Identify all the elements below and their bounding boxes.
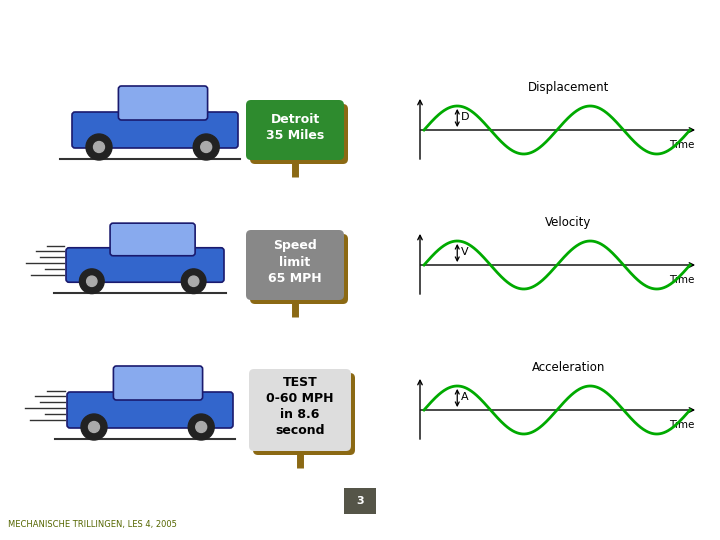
Circle shape bbox=[86, 134, 112, 160]
Circle shape bbox=[86, 276, 97, 286]
FancyBboxPatch shape bbox=[110, 223, 195, 256]
Text: MECHANISCHE TRILLINGEN, LES 4, 2005: MECHANISCHE TRILLINGEN, LES 4, 2005 bbox=[8, 519, 177, 529]
FancyBboxPatch shape bbox=[114, 366, 202, 400]
Text: A: A bbox=[462, 392, 469, 402]
Circle shape bbox=[193, 134, 219, 160]
FancyBboxPatch shape bbox=[66, 248, 224, 282]
FancyBboxPatch shape bbox=[250, 104, 348, 164]
Text: Time: Time bbox=[669, 140, 694, 150]
Text: 3: 3 bbox=[356, 496, 364, 506]
Circle shape bbox=[89, 422, 99, 433]
Circle shape bbox=[94, 141, 104, 152]
Circle shape bbox=[196, 422, 207, 433]
Circle shape bbox=[79, 269, 104, 294]
Text: Time: Time bbox=[669, 275, 694, 285]
Text: Acceleration: Acceleration bbox=[532, 361, 606, 374]
Circle shape bbox=[188, 414, 215, 440]
Circle shape bbox=[189, 276, 199, 286]
FancyBboxPatch shape bbox=[72, 112, 238, 148]
Circle shape bbox=[181, 269, 206, 294]
Text: Displacement, Velocity or Acceleration?: Displacement, Velocity or Acceleration? bbox=[18, 15, 642, 43]
Text: Velocity: Velocity bbox=[545, 216, 592, 229]
Text: D: D bbox=[462, 112, 469, 122]
Text: Vrije Universiteit Brussel: Vrije Universiteit Brussel bbox=[516, 517, 712, 531]
Text: Speed
limit
65 MPH: Speed limit 65 MPH bbox=[268, 240, 322, 285]
Text: Displacement: Displacement bbox=[528, 81, 609, 94]
FancyBboxPatch shape bbox=[250, 234, 348, 304]
Text: Detroit
35 Miles: Detroit 35 Miles bbox=[266, 113, 324, 142]
Text: Acoustics & Vibration Research Group: Acoustics & Vibration Research Group bbox=[519, 497, 712, 507]
FancyBboxPatch shape bbox=[246, 230, 344, 300]
FancyBboxPatch shape bbox=[344, 488, 376, 514]
Circle shape bbox=[201, 141, 212, 152]
FancyBboxPatch shape bbox=[246, 100, 344, 160]
FancyBboxPatch shape bbox=[118, 86, 207, 120]
FancyBboxPatch shape bbox=[249, 369, 351, 451]
Text: V: V bbox=[462, 247, 469, 257]
FancyBboxPatch shape bbox=[67, 392, 233, 428]
Circle shape bbox=[81, 414, 107, 440]
Text: Time: Time bbox=[669, 420, 694, 430]
Text: TEST
0-60 MPH
in 8.6
second: TEST 0-60 MPH in 8.6 second bbox=[266, 376, 334, 437]
FancyBboxPatch shape bbox=[253, 373, 355, 455]
